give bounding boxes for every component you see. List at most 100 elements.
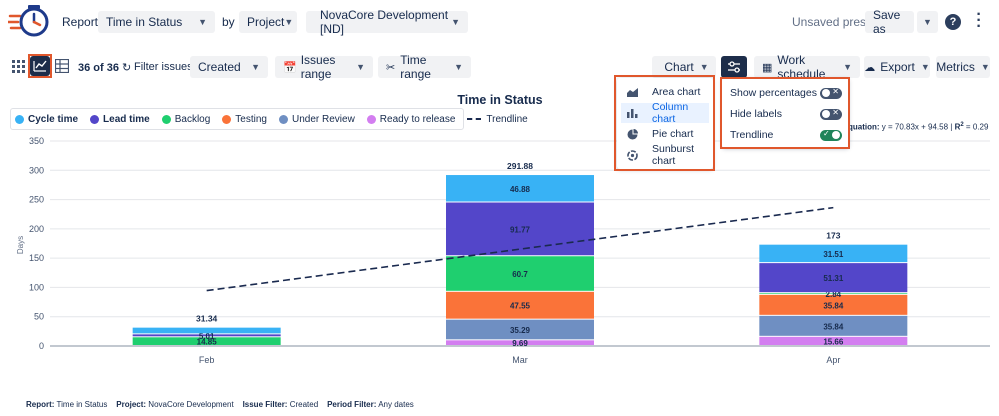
menu-item-area-chart[interactable]: Area chart — [621, 82, 709, 102]
report-select-value: Time in Status — [106, 15, 183, 29]
menu-item-label: Column chart — [652, 101, 689, 125]
bar-segment-ready-to-release[interactable] — [446, 340, 594, 345]
legend-item-cycle-time[interactable]: Cycle time — [15, 114, 78, 125]
bar-data-label: 35.29 — [510, 326, 531, 335]
bar-segment-testing[interactable] — [446, 291, 594, 319]
legend-label: Under Review — [291, 113, 355, 125]
bar-segment-cycle-time[interactable] — [446, 175, 594, 202]
legend-label: Cycle time — [28, 113, 79, 125]
bar-segment-backlog[interactable] — [446, 256, 594, 291]
y-tick-label: 200 — [29, 224, 44, 234]
menu-item-sunburst-chart[interactable]: Sunburst chart — [621, 143, 709, 167]
group-by-select[interactable]: Project ▼ — [239, 11, 297, 33]
tools-icon: ✂ — [386, 61, 396, 74]
footer-report-value: Time in Status — [56, 400, 108, 409]
chart-type-label: Chart — [664, 60, 694, 74]
filter-issues-label: Filter issues: — [134, 61, 196, 73]
chevron-down-icon: ▼ — [920, 62, 930, 72]
filter-issues-select[interactable]: Created ▼ — [190, 56, 268, 78]
grid-view-icon[interactable] — [12, 60, 26, 74]
setting-hide-labels: Hide labels ✕ — [730, 106, 842, 122]
bar-segment-under-review[interactable] — [759, 315, 908, 336]
toggle-switch[interactable]: ✕ — [820, 87, 842, 99]
y-tick-label: 100 — [29, 282, 44, 292]
menu-item-label: Sunburst chart — [652, 143, 695, 167]
legend-item-trendline[interactable]: Trendline — [467, 114, 528, 125]
y-tick-label: 150 — [29, 253, 44, 263]
bar-segment-testing[interactable] — [759, 294, 908, 315]
help-icon[interactable]: ? — [945, 14, 961, 30]
legend-item-lead-time[interactable]: Lead time — [90, 114, 150, 125]
chevron-down-icon: ▼ — [198, 17, 207, 27]
footer-issue-filter-value: Created — [289, 400, 319, 409]
chart-settings-button[interactable] — [721, 56, 747, 78]
legend-item-ready-to-release[interactable]: Ready to release — [366, 114, 455, 125]
save-options-button[interactable]: ▼ — [917, 11, 938, 33]
chevron-down-icon: ▼ — [843, 62, 852, 72]
bar-segment-cycle-time[interactable] — [132, 327, 281, 334]
y-tick-label: 350 — [29, 136, 44, 146]
y-axis-label: Days — [16, 236, 25, 254]
chevron-down-icon: ▼ — [923, 17, 932, 27]
bar-segment-lead-time[interactable] — [132, 334, 281, 337]
toggle-switch[interactable]: ✓ — [820, 129, 842, 141]
calendar-icon: ▦ — [762, 61, 773, 74]
r2-value: = 0.29 — [963, 122, 989, 132]
bar-segment-backlog[interactable] — [759, 293, 908, 294]
menu-item-column-chart[interactable]: Column chart — [621, 101, 709, 125]
x-tick-label: Apr — [826, 355, 840, 365]
menu-item-pie-chart[interactable]: Pie chart — [621, 124, 709, 144]
footer-period-filter-label: Period Filter: — [327, 400, 377, 409]
export-button[interactable]: ☁ Export ▼ — [864, 56, 930, 78]
bar-total-label: 31.34 — [196, 314, 218, 324]
save-as-label: Save as — [873, 8, 901, 36]
chevron-down-icon: ▼ — [284, 17, 294, 27]
chart-title: Time in Status — [457, 93, 542, 107]
project-select[interactable]: NovaCore Development [ND] ▼ — [306, 8, 468, 36]
issues-range-button[interactable]: 📅 Issues range ▼ — [275, 53, 373, 81]
work-schedule-button[interactable]: ▦ Work schedule ▼ — [754, 53, 860, 81]
bar-segment-under-review[interactable] — [446, 319, 594, 340]
filter-issues-value: Created — [198, 60, 241, 74]
table-view-icon[interactable] — [54, 58, 70, 74]
bar-data-label: 15.66 — [823, 337, 844, 346]
legend-item-under-review[interactable]: Under Review — [278, 113, 355, 125]
chevron-down-icon: ▼ — [356, 62, 365, 72]
legend-item-testing[interactable]: Testing — [222, 114, 267, 125]
metrics-label: Metrics — [936, 60, 975, 74]
calendar-filter-icon: 📅 — [283, 61, 297, 74]
sunburst-chart-icon — [627, 149, 645, 161]
toggle-switch[interactable]: ✕ — [820, 108, 842, 120]
legend-label: Backlog — [174, 113, 211, 125]
bar-segment-backlog[interactable] — [132, 337, 281, 345]
bar-segment-lead-time[interactable] — [759, 263, 908, 293]
chart-type-button[interactable]: Chart ▼ — [652, 56, 716, 78]
refresh-icon[interactable]: ↻ — [122, 62, 132, 74]
save-as-button[interactable]: Save as — [865, 8, 914, 36]
chart-settings-panel: Show percentages ✕ Hide labels ✕ Trendline ✓ — [722, 78, 849, 148]
chevron-down-icon: ▼ — [699, 62, 709, 72]
bar-segment-cycle-time[interactable] — [759, 244, 908, 263]
metrics-button[interactable]: Metrics ▼ — [936, 56, 990, 78]
x-tick-label: Feb — [199, 355, 215, 365]
legend-swatch — [161, 114, 171, 124]
footer-report-label: Report: — [26, 400, 55, 409]
trend-chart-icon — [33, 60, 47, 72]
bar-segment-lead-time[interactable] — [446, 202, 594, 256]
chart-view-button[interactable] — [30, 56, 50, 76]
time-range-button[interactable]: ✂ Time range ▼ — [378, 53, 471, 81]
bar-segment-ready-to-release[interactable] — [759, 336, 908, 345]
legend-swatch — [366, 114, 376, 124]
chart-legend: Cycle time Lead time Backlog Testing Under R… — [10, 108, 528, 130]
bar-data-label: 5.01 — [199, 332, 215, 341]
more-icon[interactable]: · · · — [976, 6, 982, 35]
legend-swatch — [90, 114, 100, 124]
legend-item-backlog[interactable]: Backlog — [161, 113, 211, 125]
bar-data-label: 60.7 — [512, 270, 528, 279]
bar-data-label: 35.84 — [823, 301, 844, 310]
bar-data-label: 51.31 — [823, 274, 844, 283]
trendline — [206, 206, 834, 292]
pie-chart-icon — [627, 128, 645, 140]
report-select[interactable]: Time in Status ▼ — [98, 11, 215, 33]
footer-issue-filter-label: Issue Filter: — [242, 400, 288, 409]
